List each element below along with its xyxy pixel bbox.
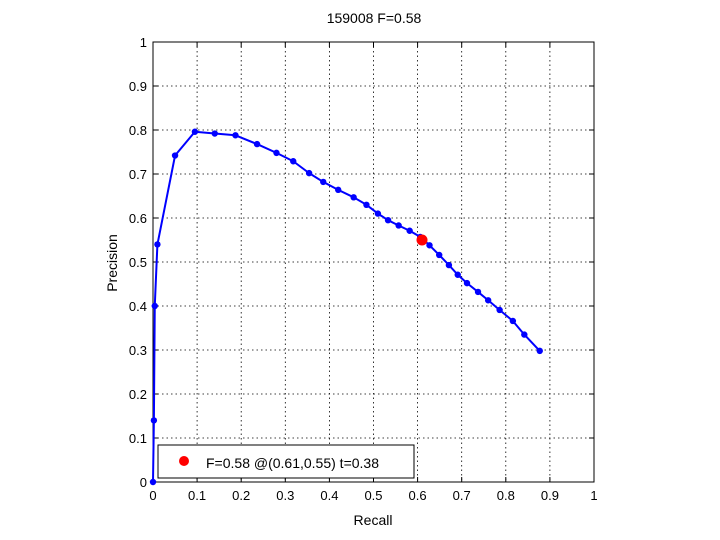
- series-point: [426, 242, 433, 249]
- series-point: [305, 169, 313, 177]
- y-tick-label: 0.7: [129, 167, 147, 182]
- y-tick-label: 0.4: [129, 299, 147, 314]
- y-tick-label: 0.3: [129, 343, 147, 358]
- series-point: [474, 288, 482, 296]
- x-tick-label: 0: [149, 488, 156, 503]
- series-point: [436, 251, 443, 259]
- x-axis-label: Recall: [354, 512, 393, 528]
- plot-area: 0 0.1 0.2 0.3 0.4 0.5 0.6 0.7 0.8 0.9 1 0 0.1 0.2 0.3…: [129, 35, 598, 503]
- series-point: [290, 158, 297, 165]
- x-tick-label: 1: [590, 488, 597, 503]
- series-point: [320, 178, 327, 186]
- series-point: [406, 227, 413, 234]
- series-point: [154, 241, 161, 248]
- series-point: [363, 201, 370, 208]
- y-tick-label: 0: [140, 475, 147, 490]
- y-axis-label: Precision: [104, 234, 120, 292]
- y-tick-label: 0.9: [129, 79, 147, 94]
- series-point: [521, 331, 528, 338]
- series-point: [232, 132, 239, 139]
- x-tick-label: 0.9: [541, 488, 559, 503]
- chart-title: 159008 F=0.58: [327, 10, 422, 26]
- x-tick-label: 0.1: [188, 488, 206, 503]
- series-point: [454, 271, 461, 278]
- series-point: [350, 194, 357, 201]
- series-point: [509, 317, 517, 325]
- series-point: [150, 417, 158, 424]
- x-tick-label: 0.4: [320, 488, 338, 503]
- x-tick-label: 0.7: [453, 488, 471, 503]
- series-point: [191, 128, 199, 135]
- y-tick-label: 0.8: [129, 123, 147, 138]
- series-point: [445, 261, 453, 269]
- x-tick-label: 0.5: [364, 488, 382, 503]
- y-tick-label: 0.5: [129, 255, 147, 270]
- series-point: [253, 140, 261, 148]
- series-point: [171, 152, 179, 159]
- series-point: [273, 149, 280, 157]
- series-point: [374, 210, 382, 217]
- y-axis-ticks: 0 0.1 0.2 0.3 0.4 0.5 0.6 0.7 0.8 0.9 1: [129, 35, 594, 490]
- legend-box: [157, 444, 415, 479]
- x-tick-label: 0.3: [276, 488, 294, 503]
- series-point: [496, 306, 503, 314]
- x-tick-label: 0.2: [232, 488, 250, 503]
- series-point: [395, 222, 402, 229]
- grid-lines: [153, 42, 594, 482]
- series-point: [211, 130, 218, 137]
- legend-label: F=0.58 @(0.61,0.55) t=0.38: [206, 455, 379, 471]
- y-tick-label: 0.1: [129, 431, 147, 446]
- series-point: [149, 478, 157, 486]
- x-tick-label: 0.8: [497, 488, 515, 503]
- x-axis-ticks: 0 0.1 0.2 0.3 0.4 0.5 0.6 0.7 0.8 0.9 1: [149, 42, 598, 503]
- legend-marker: [179, 456, 189, 466]
- series-point: [484, 297, 492, 304]
- best-f-point: [416, 234, 428, 246]
- y-tick-label: 0.2: [129, 387, 147, 402]
- x-tick-label: 0.6: [409, 488, 427, 503]
- y-tick-label: 1: [140, 35, 147, 50]
- series-point: [384, 217, 392, 224]
- legend: F=0.58 @(0.61,0.55) t=0.38: [157, 444, 415, 479]
- y-tick-label: 0.6: [129, 211, 147, 226]
- highlight-layer: [416, 234, 428, 246]
- series-point: [335, 186, 342, 194]
- series-point: [151, 302, 158, 310]
- series-point: [463, 279, 471, 287]
- series-point: [536, 347, 543, 355]
